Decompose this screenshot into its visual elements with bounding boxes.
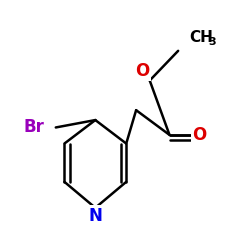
Text: 3: 3 <box>208 37 216 47</box>
Text: CH: CH <box>189 30 213 45</box>
Text: O: O <box>192 126 206 144</box>
Text: O: O <box>135 62 150 80</box>
Text: Br: Br <box>23 118 44 136</box>
Text: N: N <box>88 208 102 226</box>
